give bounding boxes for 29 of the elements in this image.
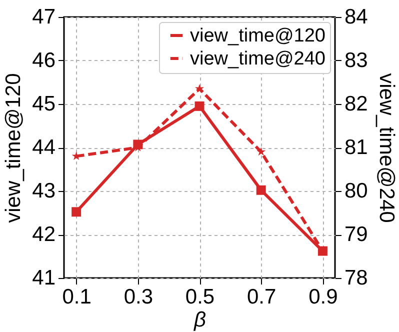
x-axis-title: β (193, 308, 206, 332)
x-tick-label: 0.3 (124, 286, 154, 308)
y2-axis-title: view_time@240 (374, 73, 398, 223)
y-axis-title: view_time@120 (2, 73, 26, 223)
y2-tick-label: 84 (344, 6, 368, 28)
y2-tick-label: 80 (344, 180, 368, 202)
y-tick-label: 45 (32, 92, 56, 116)
y2-tick-label: 79 (344, 223, 368, 246)
point (256, 147, 266, 156)
y2-tick-label: 82 (344, 92, 368, 116)
point (256, 185, 266, 195)
y-tick-label: 47 (32, 6, 56, 28)
y-tick-label: 42 (32, 223, 56, 246)
x-tick-label: 0.5 (185, 286, 215, 308)
y2-tick-label: 78 (344, 266, 368, 290)
y-tick-label: 44 (32, 136, 56, 159)
point (194, 84, 204, 93)
y-tick-label: 46 (32, 49, 56, 72)
x-tick-label: 0.7 (246, 286, 276, 308)
x-tick-label: 0.9 (308, 286, 338, 308)
y-tick-label: 41 (32, 266, 56, 290)
legend-label: view_time@240 (190, 48, 326, 70)
point (72, 207, 82, 217)
y2-tick-label: 83 (344, 49, 368, 72)
y-tick-label: 43 (32, 180, 56, 202)
x-tick-label: 0.1 (62, 286, 92, 308)
y2-tick-label: 81 (344, 136, 368, 159)
legend-label: view_time@120 (190, 26, 326, 46)
point (194, 101, 204, 111)
